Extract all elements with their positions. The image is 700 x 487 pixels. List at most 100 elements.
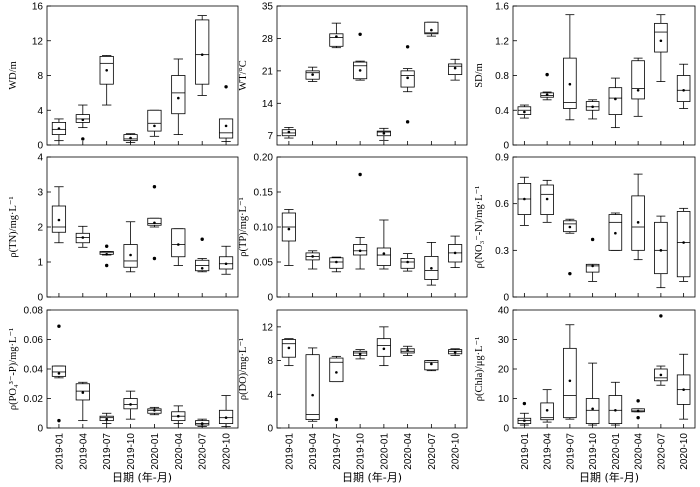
mean-marker	[177, 96, 180, 100]
box-2019-10	[585, 99, 600, 120]
box-2020-01	[376, 127, 391, 141]
y-axis-title: WT/°C	[238, 60, 249, 90]
mean-marker	[523, 197, 526, 201]
box-2019-01	[517, 176, 532, 226]
mean-marker	[406, 349, 409, 352]
box-2020-10	[448, 235, 463, 269]
y-tick-label: 40	[498, 306, 510, 317]
mean-marker	[129, 136, 132, 140]
y-tick-label: 12	[32, 36, 44, 47]
panel-7: 0 0.02 0.04 0.06 0.08 ρ(PO₄³⁻-P)/mg·L⁻¹ 2019-0…	[8, 306, 239, 470]
mean-marker	[636, 409, 640, 413]
mean-marker	[430, 28, 433, 32]
box-2019-01	[51, 186, 67, 244]
y-tick-label: 10	[498, 394, 510, 405]
outlier-point	[81, 137, 85, 141]
iqr-box	[631, 60, 645, 100]
box-2019-07	[563, 218, 577, 276]
x-tick-label: 2019-07	[332, 433, 343, 470]
box-2019-10	[585, 237, 600, 282]
mean-marker	[224, 416, 228, 419]
mean-marker	[153, 221, 156, 225]
y-axis-title: ρ(TN)/mg·L⁻¹	[8, 196, 19, 257]
box-2019-10	[123, 221, 138, 273]
panel-5: 0 0.05 0.10 0.15 0.20 ρ(TP)/mg·L⁻¹	[238, 153, 468, 304]
panel-9: 0 10 20 30 40 ρ(Chla)/μg·L⁻¹ 2019-01 2019-04 201…	[474, 306, 696, 470]
box-2020-04	[631, 57, 645, 117]
box-2019-04	[540, 389, 554, 423]
box-2019-01	[517, 401, 532, 426]
mean-marker	[358, 69, 362, 72]
y-tick-label: 1	[37, 258, 43, 269]
box-2020-01	[376, 219, 391, 270]
mean-marker	[200, 267, 204, 270]
y-tick-label: 4	[267, 390, 273, 401]
y-tick-label: 0	[267, 293, 273, 304]
y-tick-label: 0.05	[254, 258, 274, 269]
x-tick-label: 2020-10	[451, 433, 462, 470]
box-2019-01	[281, 126, 296, 139]
outlier-point	[522, 401, 527, 406]
mean-marker	[200, 422, 204, 425]
mean-marker	[105, 253, 108, 256]
y-tick-label: 1.2	[495, 36, 509, 47]
x-tick-label: 2020-01	[379, 433, 390, 470]
outlier-point	[57, 418, 61, 423]
iqr-box	[51, 365, 67, 377]
mean-marker	[57, 372, 61, 375]
plot-frame	[276, 156, 468, 298]
mean-marker	[568, 82, 572, 86]
iqr-box	[585, 398, 600, 424]
box-2019-01	[281, 209, 296, 266]
x-axis-title-col3: 日期 (年-月)	[579, 470, 639, 484]
mean-marker	[200, 53, 204, 56]
box-2020-04	[400, 345, 415, 356]
y-tick-label: 8	[267, 356, 273, 367]
y-tick-label: 4	[37, 153, 43, 164]
mean-marker	[224, 124, 228, 128]
box-2019-04	[75, 381, 90, 422]
box-2020-07	[195, 237, 210, 273]
box-2019-01	[51, 118, 67, 142]
mean-marker	[81, 118, 85, 122]
y-tick-label: 0.4	[495, 106, 509, 117]
box-2020-07	[424, 241, 439, 286]
y-axis-title: ρ(PO₄³⁻-P)/mg·L⁻¹	[8, 328, 19, 410]
x-tick-label: 2020-04	[174, 433, 185, 470]
box-2020-07	[195, 418, 210, 427]
mean-marker	[129, 403, 132, 406]
outlier-point	[104, 263, 109, 268]
plot-frame	[276, 5, 468, 146]
mean-marker	[682, 241, 685, 244]
mean-marker	[568, 379, 572, 383]
plot-frame	[512, 156, 696, 298]
mean-marker	[682, 88, 685, 92]
x-tick-label: 2020-07	[198, 433, 209, 470]
mean-marker	[177, 243, 180, 246]
mean-marker	[614, 97, 617, 101]
box-2020-01	[147, 406, 162, 416]
outlier-point	[358, 172, 362, 177]
box-2020-07	[654, 215, 668, 289]
y-axis-title: SD/m	[474, 63, 485, 88]
box-2020-07	[654, 314, 668, 386]
iqr-box	[517, 106, 532, 115]
x-tick-label: 2019-07	[565, 433, 576, 470]
box-2020-10	[448, 348, 463, 356]
box-2019-07	[99, 55, 114, 106]
y-tick-label: 0.04	[24, 365, 44, 376]
mean-marker	[614, 409, 617, 412]
y-tick-label: 0	[37, 424, 43, 435]
x-tick-label: 2019-04	[308, 433, 319, 470]
mean-marker	[453, 350, 457, 354]
mean-marker	[382, 347, 386, 351]
mean-marker	[57, 127, 61, 130]
mean-marker	[430, 362, 433, 366]
mean-marker	[335, 260, 338, 264]
x-tick-label: 2020-10	[222, 433, 233, 470]
outlier-point	[334, 417, 339, 422]
outlier-point	[152, 185, 157, 189]
y-tick-label: 0.6	[495, 199, 509, 210]
box-2020-04	[171, 405, 186, 424]
mean-marker	[591, 407, 594, 411]
